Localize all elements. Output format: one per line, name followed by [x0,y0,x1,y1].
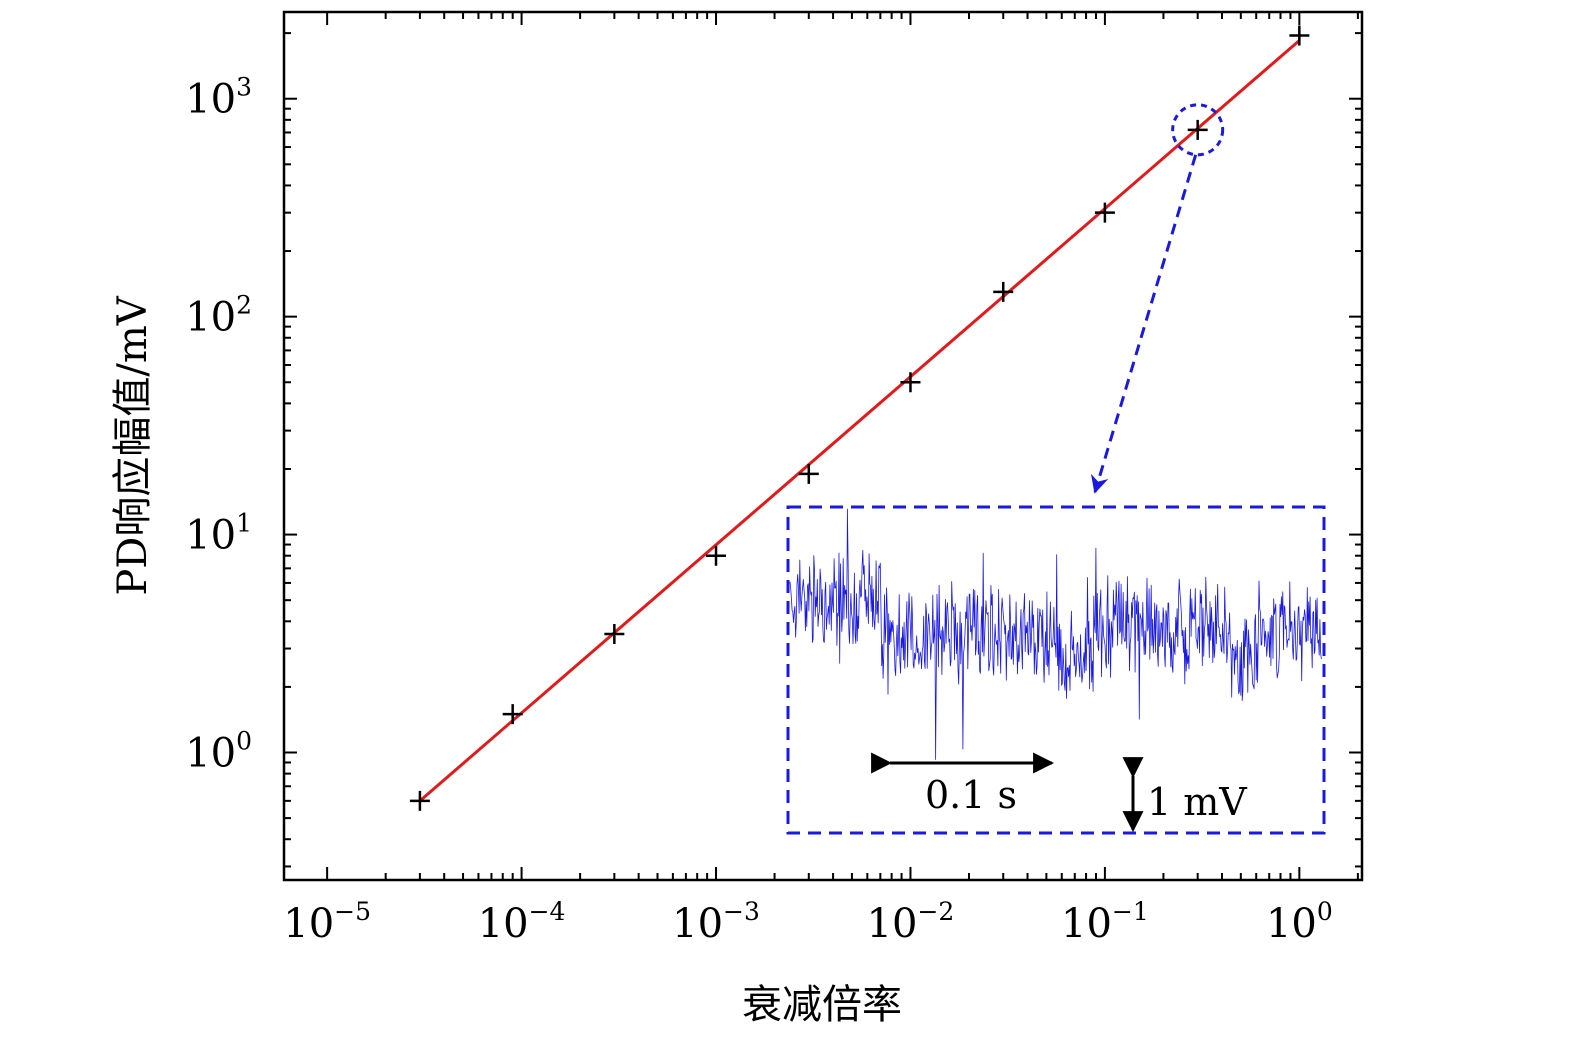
x-tick-label: 10−2 [867,897,955,947]
fit-line [418,39,1301,802]
x-tick-label: 10−5 [283,897,371,947]
data-point [604,623,625,644]
x-axis-ticks: 10−5 10−4 10−3 10−2 10−1 100 [283,12,1359,947]
voltage-scale-label: 1 mV [1147,780,1247,824]
x-tick-label: 100 [1266,897,1333,947]
plot-frame [282,10,1364,882]
data-point [993,281,1014,302]
data-point [900,372,921,393]
y-axis-title: PD响应幅值/mV [110,295,156,595]
data-point [502,704,523,725]
y-tick-label: 100 [185,727,252,777]
inset-trace [789,508,1322,760]
data-point [1094,202,1115,223]
x-tick-label: 10−3 [672,897,760,947]
y-tick-label: 101 [185,509,252,559]
data-point [706,545,727,566]
y-axis-ticks: 100 101 102 103 [185,32,1362,868]
y-tick-label: 102 [185,291,252,341]
inset: 0.1 s 1 mV [786,505,1326,835]
data-point [1187,119,1208,140]
highlight-circle [1171,103,1225,157]
data-points [409,25,1310,811]
data-point [798,463,819,484]
x-tick-label: 10−4 [478,897,566,947]
y-tick-label: 103 [185,73,252,123]
x-axis-title: 衰减倍率 [742,982,902,1028]
inset-frame [786,505,1326,835]
x-tick-label: 10−1 [1061,897,1149,947]
data-point [1289,25,1310,46]
callout-arrow [1091,154,1198,494]
data-point [409,790,430,811]
time-scale-label: 0.1 s [925,773,1017,817]
